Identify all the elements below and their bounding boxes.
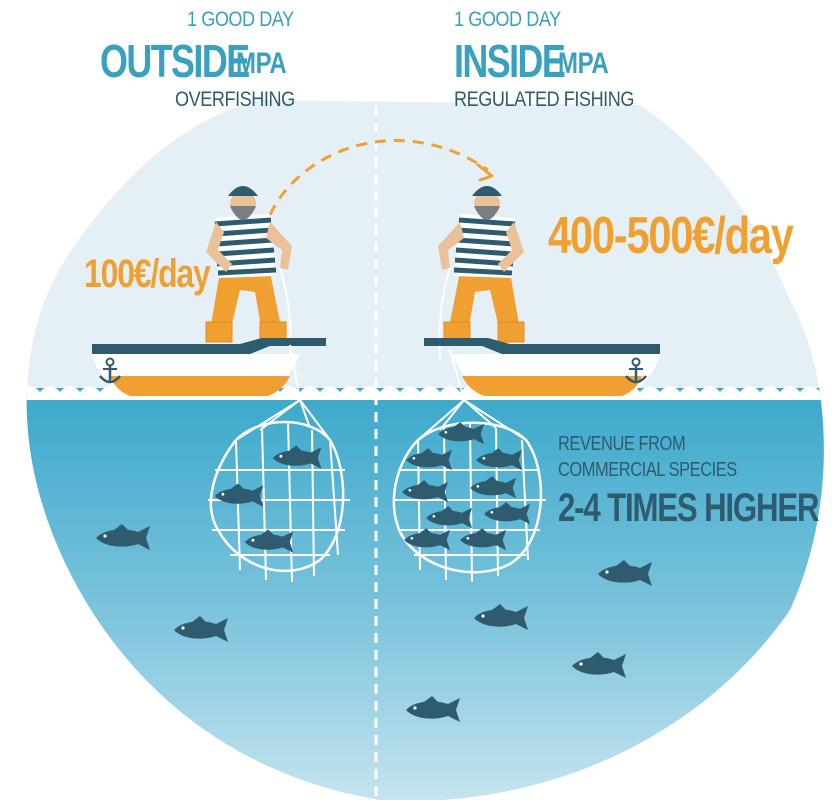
fishing-net-icon xyxy=(208,344,350,583)
left-headline-row: OUTSIDE xyxy=(100,34,290,88)
right-top-line: 1 GOOD DAY xyxy=(454,8,561,31)
right-headline: INSIDE xyxy=(454,35,566,87)
right-income: 400-500€/day xyxy=(548,207,794,265)
left-income: 100€/day xyxy=(84,252,211,296)
fisherman-icon xyxy=(438,186,525,361)
left-subline: OVERFISHING xyxy=(175,88,295,111)
right-headline-suffix: MPA xyxy=(558,47,609,80)
revenue-line-1: REVENUE FROM xyxy=(558,433,686,455)
boat-icon xyxy=(92,338,326,396)
revenue-highlight: 2-4 TIMES HIGHER xyxy=(558,486,820,530)
boat-icon xyxy=(424,338,660,396)
fisherman-icon xyxy=(205,186,292,361)
arrow-icon xyxy=(268,139,494,216)
revenue-line-2: COMMERCIAL SPECIES xyxy=(558,459,737,481)
right-subline: REGULATED FISHING xyxy=(454,88,635,111)
left-top-line: 1 GOOD DAY xyxy=(187,8,294,31)
right-headline-row: INSIDE xyxy=(454,34,595,88)
left-headline-suffix: MPA xyxy=(236,47,287,80)
fishing-net-icon xyxy=(392,349,546,583)
left-headline: OUTSIDE xyxy=(100,35,250,87)
